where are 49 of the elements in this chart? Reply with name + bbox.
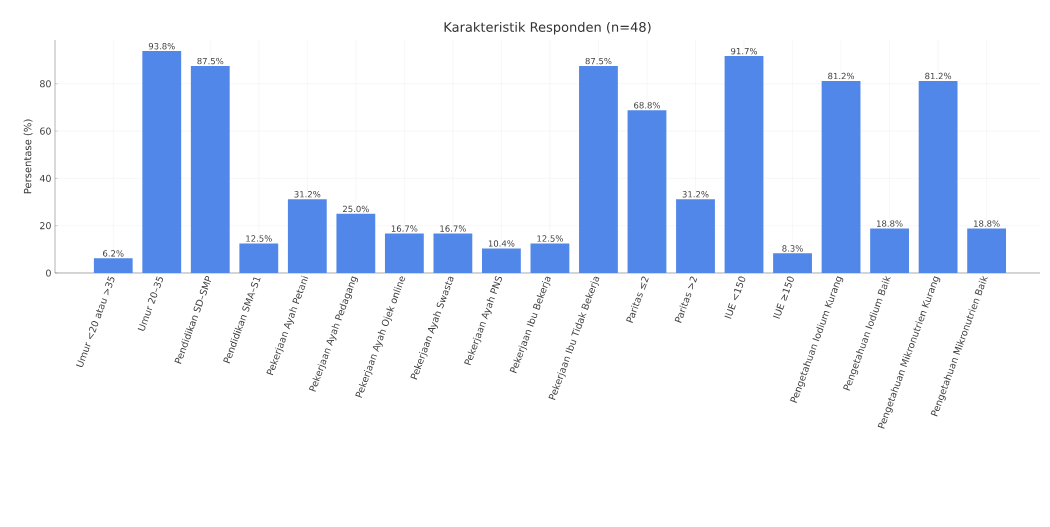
bar [773,253,812,273]
data-label: 18.8% [974,220,1000,227]
bar [287,199,327,273]
data-label: 87.5% [585,57,612,65]
bar [579,66,618,273]
data-label: 91.7% [731,47,758,55]
data-label: 10.4% [488,240,515,247]
y-tick-label: 60 [40,127,51,135]
data-label: 16.7% [440,225,466,232]
bar [433,233,473,273]
bar [821,80,861,273]
bar [93,258,133,273]
chart-title: Karakteristik Responden (n=48) [444,21,651,35]
y-tick-label: 0 [46,269,51,277]
bar [530,243,570,273]
data-label: 12.5% [537,235,563,242]
bar [918,80,958,273]
bar [482,248,521,273]
x-tick-label: IUE <150 [724,276,746,319]
y-tick-label: 20 [40,222,51,230]
data-label: 81.2% [828,72,855,80]
x-tick-label: Umur <20 atau >35 [75,276,115,367]
bar [336,213,376,273]
data-label: 12.5% [246,235,272,242]
data-label: 68.8% [634,102,660,109]
bar [239,243,279,273]
y-tick-label: 80 [40,80,51,88]
x-tick-label: Umur 20–35 [137,276,163,331]
y-axis-title: Persentase (%) [23,119,33,194]
data-label: 93.8% [148,42,175,50]
bar [967,228,1007,273]
bar [142,51,182,273]
bar [190,66,230,273]
bar [870,228,909,273]
y-tick-label: 40 [39,174,51,182]
data-label: 25.0% [342,205,369,213]
data-label: 8.3% [782,245,803,252]
bar [724,56,764,273]
data-label: 87.5% [197,57,224,65]
bar [384,233,424,273]
x-tick-label: IUE ≥150 [773,276,794,319]
data-label: 81.2% [925,72,952,80]
data-label: 6.2% [103,250,124,257]
data-label: 31.2% [294,191,321,198]
data-label: 18.8% [877,220,903,227]
data-label: 31.2% [682,191,709,198]
bar [676,199,715,273]
bar [627,110,667,273]
data-label: 16.7% [391,225,418,232]
